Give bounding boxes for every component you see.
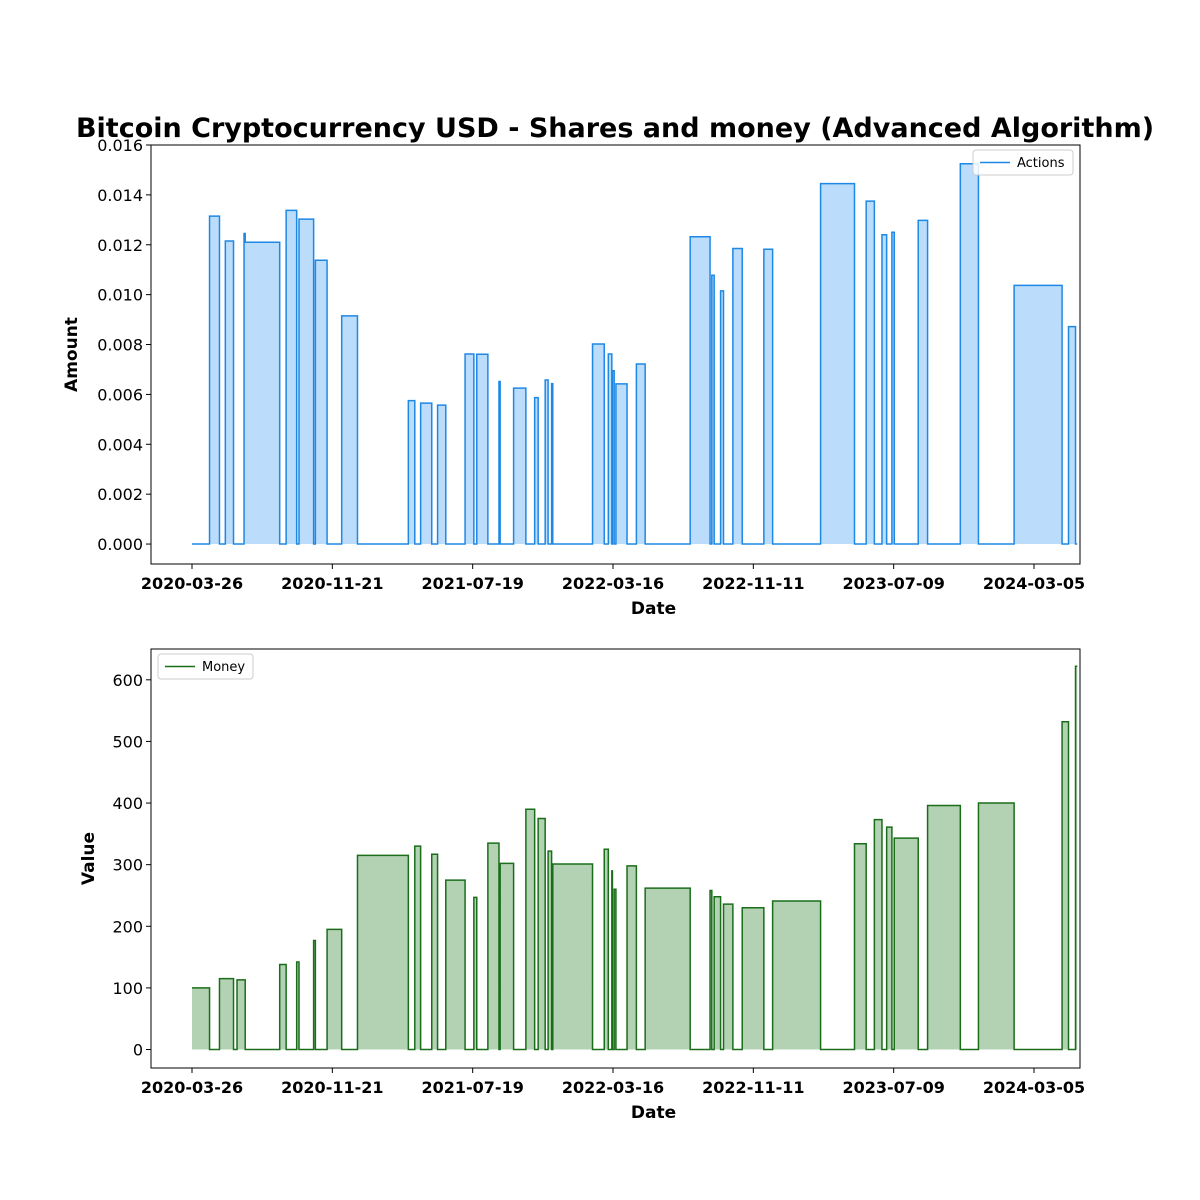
x-tick-label: 2021-07-19 [421,1078,523,1097]
x-tick-label: 2023-07-09 [842,1078,944,1097]
y-tick-label: 200 [112,917,143,936]
y-tick-label: 100 [112,979,143,998]
y-tick-label: 0.004 [97,435,143,454]
x-tick-label: 2021-07-19 [421,574,523,593]
money-panel: Money 0 100 200 300 400 500 600 2020-03-26 2020-1… [79,648,1085,1123]
x-tick-label: 2022-11-11 [702,1078,804,1097]
plot-frame [150,144,1081,565]
x-tick-label: 2024-03-05 [983,1078,1085,1097]
y-tick-label: 0 [133,1041,143,1060]
y-tick-label: 600 [112,671,143,690]
x-axis-label: Date [631,1103,676,1123]
x-tick-label: 2020-03-26 [141,1078,243,1097]
legend-label: Money [202,660,245,675]
plot-frame [150,648,1081,1069]
x-tick-label: 2022-03-16 [562,1078,664,1097]
x-axis-label: Date [631,599,676,619]
x-tick-label: 2020-11-21 [281,1078,383,1097]
x-tick-label: 2022-03-16 [562,574,664,593]
series-0-area [192,666,1078,1050]
y-tick-label: 0.014 [97,186,143,205]
y-tick-label: 0.006 [97,385,143,404]
x-tick-label: 2024-03-05 [983,574,1085,593]
series-0-area [192,163,1078,545]
series-0-line [192,162,1078,545]
series-0-line [192,665,1078,1051]
y-tick-label: 0.002 [97,485,143,504]
y-tick-label: 300 [112,856,143,875]
legend: Actions [972,149,1074,176]
y-tick-label: 0.010 [97,286,143,305]
y-tick-label: 0.016 [97,136,143,155]
legend-box [157,653,254,680]
y-axis-label: Value [79,832,99,885]
y-axis-label: Amount [62,317,82,392]
y-tick-label: 0.008 [97,336,143,355]
x-tick-label: 2023-07-09 [842,574,944,593]
legend-label: Actions [1017,156,1065,171]
x-tick-label: 2020-03-26 [141,574,243,593]
legend-box [972,149,1074,176]
x-tick-label: 2022-11-11 [702,574,804,593]
y-tick-label: 0.012 [97,236,143,255]
y-tick-label: 0.000 [97,535,143,554]
y-tick-label: 500 [112,732,143,751]
actions-panel: Actions 0.000 0.002 0.004 0.006 0.008 0.010 0.0… [62,136,1085,619]
x-tick-label: 2020-11-21 [281,574,383,593]
legend: Money [157,653,254,680]
chart-title: Bitcoin Cryptocurrency USD - Shares and … [76,113,1154,144]
y-tick-label: 400 [112,794,143,813]
